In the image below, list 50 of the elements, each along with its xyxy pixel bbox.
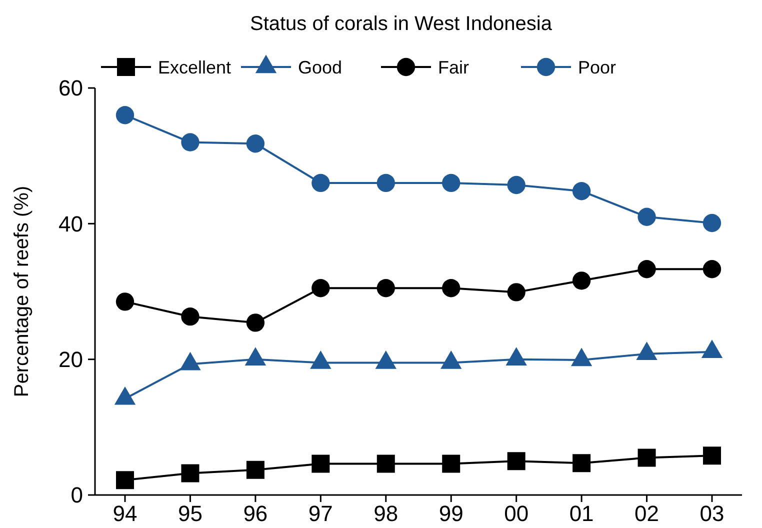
point <box>246 460 264 479</box>
y-tick-label: 20 <box>58 347 83 372</box>
point <box>246 134 265 153</box>
point <box>572 272 591 290</box>
point <box>638 208 656 226</box>
point <box>638 448 656 467</box>
y-tick-label: 60 <box>58 76 83 101</box>
point <box>312 279 330 298</box>
x-tick-label: 01 <box>569 501 594 526</box>
point <box>116 471 134 490</box>
x-tick-label: 98 <box>374 501 398 526</box>
point <box>442 279 460 298</box>
legend-label: Good <box>298 57 342 78</box>
x-tick-label: 03 <box>700 501 724 526</box>
point <box>116 292 134 311</box>
point <box>181 133 200 152</box>
point <box>638 260 656 278</box>
y-tick-label: 0 <box>70 482 83 508</box>
x-tick-label: 95 <box>178 501 202 526</box>
legend-label: Fair <box>438 57 470 78</box>
point <box>702 214 722 232</box>
y-axis-title: Percentage of reefs (%) <box>11 186 33 398</box>
point <box>181 308 200 326</box>
point <box>246 314 265 332</box>
point <box>507 176 526 194</box>
y-tick-label: 40 <box>58 211 83 236</box>
point <box>442 454 460 473</box>
chart-title: Status of corals in West Indonesia <box>250 13 553 35</box>
point <box>572 182 591 200</box>
point <box>181 464 200 482</box>
point <box>572 454 591 472</box>
x-tick-label: 96 <box>243 501 268 526</box>
point <box>507 283 526 302</box>
point <box>376 174 395 192</box>
point <box>442 174 460 192</box>
point <box>116 106 134 124</box>
legend-label: Excellent <box>158 57 232 78</box>
point <box>507 452 526 470</box>
point <box>376 279 395 298</box>
point <box>376 454 395 473</box>
legend-label: Poor <box>578 57 616 78</box>
x-tick-label: 00 <box>504 501 529 526</box>
x-tick-label: 97 <box>308 501 333 526</box>
point <box>702 260 722 278</box>
x-tick-label: 02 <box>634 501 660 526</box>
x-tick-label: 94 <box>112 501 138 526</box>
point <box>703 446 721 465</box>
point <box>312 454 330 473</box>
point <box>312 174 330 192</box>
x-tick-label: 99 <box>438 501 464 526</box>
